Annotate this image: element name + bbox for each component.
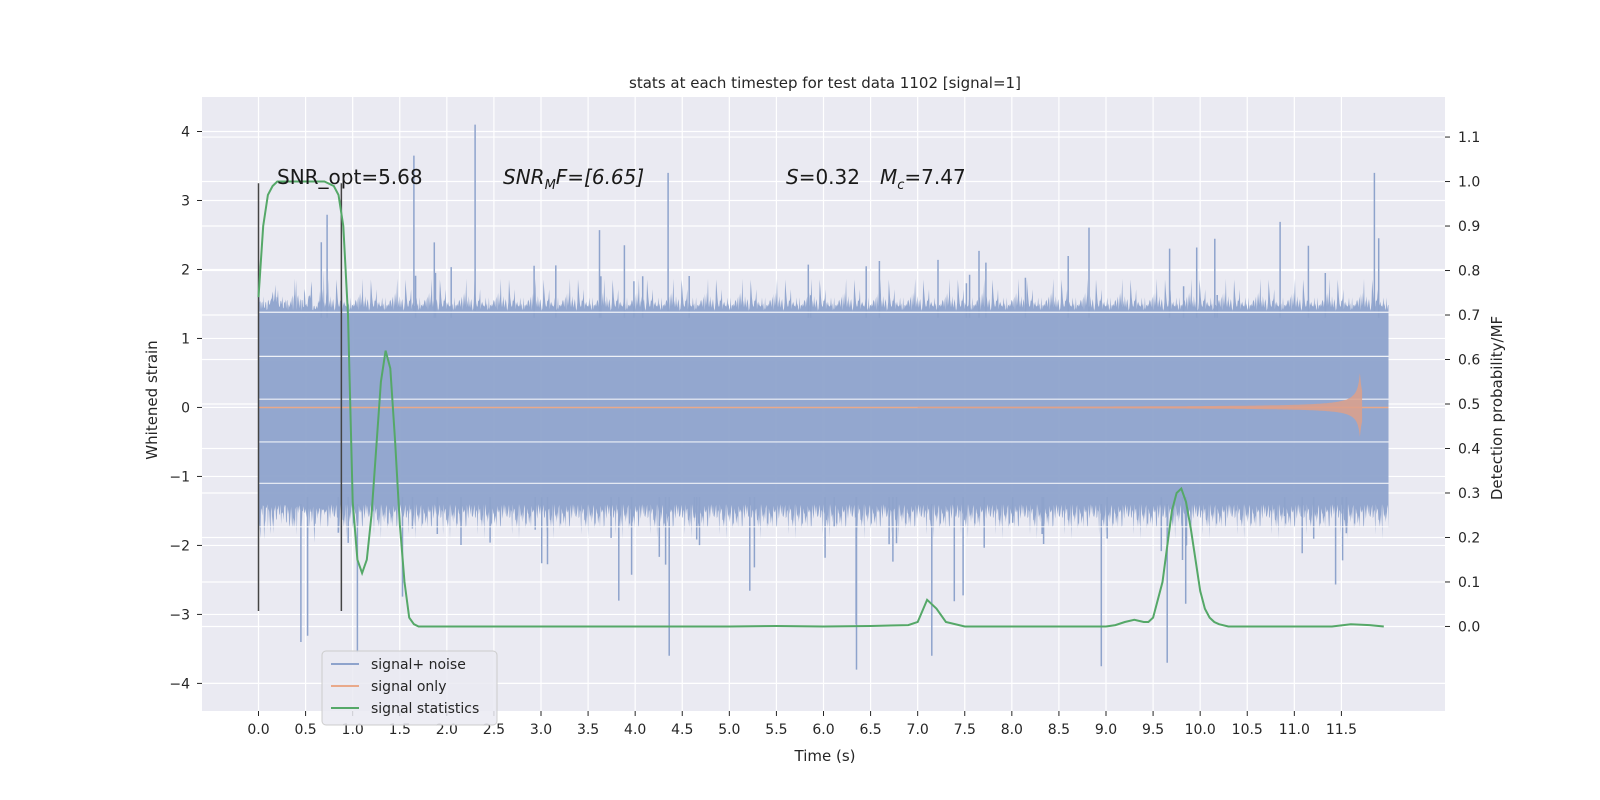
y-tick-label-right: 0.9 [1458,219,1480,235]
y-tick-label-right: 0.8 [1458,264,1480,280]
y-tick-label-left: 1 [181,331,190,347]
x-tick-label: 2.0 [436,722,458,738]
x-tick-label: 9.0 [1095,722,1117,738]
x-tick-label: 10.0 [1185,722,1216,738]
annotation-s-var: S [786,165,799,189]
legend-label-signal: signal only [371,679,446,695]
y-tick-label-left: −1 [169,469,190,485]
x-tick-label: 7.5 [954,722,976,738]
y-tick-label-left: 3 [181,193,190,209]
y-tick-label-right: 0.5 [1458,397,1480,413]
legend-label-noise: signal+ noise [371,657,466,673]
x-tick-label: 1.0 [342,722,364,738]
x-tick-label: 6.5 [859,722,881,738]
annotation-mc-num: =7.47 [904,165,965,189]
x-tick-label: 8.0 [1001,722,1023,738]
annotation-snr-opt: SNR_opt=5.68 [277,165,423,189]
x-tick-label: 3.0 [530,722,552,738]
annotation-snr-mf-sub: M [545,178,556,193]
y-tick-label-left: 4 [181,124,190,140]
y-tick-label-right: 0.6 [1458,353,1480,369]
annotation-mc-sub: c [897,178,904,193]
legend-label-stats: signal statistics [371,701,479,717]
y-tick-label-right: 0.4 [1458,441,1480,457]
annotation-mc-var: M [880,165,897,189]
annotation-snr-mf: SNRMF=[6.65] [503,165,644,193]
y-axis-label-left: Whitened strain [143,340,161,459]
y-tick-label-right: 1.1 [1458,130,1480,146]
stats-series-layer [257,180,1384,628]
signal-series-layer [258,373,1389,437]
legend-box [321,650,498,726]
y-tick-label-left: 2 [181,262,190,278]
y-tick-label-left: −4 [169,676,190,692]
x-tick-label: 8.5 [1048,722,1070,738]
y-tick-label-right: 0.1 [1458,575,1480,591]
y-tick-label-left: 0 [181,400,190,416]
x-tick-label: 4.5 [671,722,693,738]
x-tick-label: 4.0 [624,722,646,738]
x-tick-label: 1.5 [389,722,411,738]
y-tick-label-left: −2 [169,538,190,554]
x-tick-label: 6.0 [812,722,834,738]
marker-layer [257,183,343,611]
axis-layer: 0.0 0.5 1.0 1.5 2.0 2.5 3.0 3.5 4.0 4.5 5.0 5.5 6.0 6… [169,124,1480,738]
y-tick-label-right: 0.7 [1458,308,1480,324]
x-tick-label: 0.5 [294,722,316,738]
annotation-s-num: =0.32 [799,165,860,189]
y-tick-label-right: 1.0 [1458,175,1480,191]
annotation-group: SNR_opt=5.68 SNRMF=[6.65] S=0.32 Mc=7.47 [277,165,966,193]
annotation-snr-mf-prefix: SNR [503,165,545,189]
annotation-mc-value: Mc=7.47 [880,165,966,193]
legend: signal+ noise signal only signal statist… [321,650,498,726]
x-tick-label: 3.5 [577,722,599,738]
x-tick-label: 0.0 [247,722,269,738]
y-tick-label-right: 0.3 [1458,486,1480,502]
x-tick-label: 11.0 [1279,722,1310,738]
chart-title: stats at each timestep for test data 110… [629,74,1021,92]
x-tick-label: 5.0 [718,722,740,738]
annotation-s-value: S=0.32 [786,165,860,189]
stats-line [257,180,1384,628]
annotation-snr-mf-suffix: F=[6.65] [556,165,644,189]
x-tick-label: 9.5 [1142,722,1164,738]
x-axis-label: Time (s) [794,747,856,765]
noise-band-core [258,270,1389,543]
y-tick-label-right: 0.0 [1458,619,1480,635]
x-tick-label: 2.5 [483,722,505,738]
x-tick-label: 5.5 [765,722,787,738]
noise-series-layer [258,124,1389,670]
y-tick-label-right: 0.2 [1458,530,1480,546]
noise-spikes [300,124,1380,670]
y-tick-label-left: −3 [169,607,190,623]
x-tick-label: 7.0 [907,722,929,738]
x-tick-label: 11.5 [1326,722,1357,738]
x-tick-label: 10.5 [1232,722,1263,738]
y-axis-label-right: Detection probability/MF [1488,316,1506,500]
